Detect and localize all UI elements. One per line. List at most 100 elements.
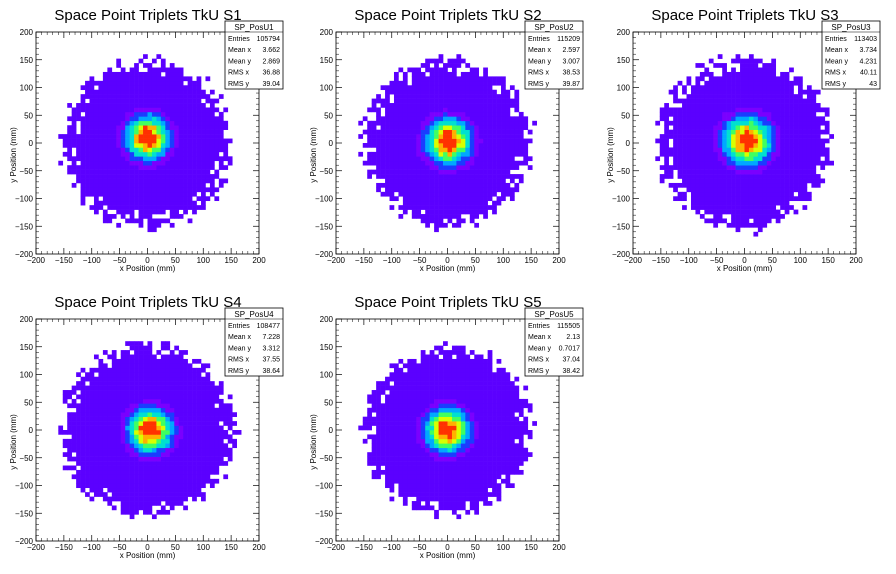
heatmap-cell: [407, 134, 413, 139]
heatmap-cell: [116, 80, 122, 86]
heatmap-cell: [134, 421, 139, 426]
heatmap-cell: [713, 151, 719, 157]
heatmap-cell: [165, 103, 171, 108]
heatmap-cell: [187, 438, 193, 444]
heatmap-cell: [178, 501, 184, 506]
heatmap-cell: [784, 205, 790, 210]
heatmap-cell: [178, 474, 184, 480]
heatmap-cell: [744, 98, 750, 104]
heatmap-cell: [682, 169, 687, 175]
heatmap-cell: [505, 129, 511, 135]
heatmap-cell: [505, 89, 511, 95]
heatmap-cell: [71, 443, 77, 449]
heatmap-cell: [726, 205, 732, 210]
stats-row-label: Mean y: [228, 58, 251, 65]
heatmap-cell: [753, 76, 759, 82]
heatmap-cell: [717, 160, 723, 166]
heatmap-cell: [514, 160, 520, 166]
heatmap-cell: [757, 129, 763, 135]
heatmap-cell: [116, 178, 122, 184]
heatmap-cell: [116, 187, 122, 193]
heatmap-cell: [196, 151, 202, 157]
heatmap-cell: [89, 187, 95, 193]
heatmap-cell: [690, 116, 696, 122]
heatmap-cell: [668, 169, 674, 175]
heatmap-cell: [443, 125, 448, 130]
heatmap-cell: [474, 138, 480, 144]
heatmap-cell: [784, 209, 790, 215]
x-tick-label: −150: [55, 543, 74, 552]
heatmap-cell: [798, 138, 803, 144]
heatmap-cell: [824, 129, 830, 135]
heatmap-cell: [125, 103, 130, 108]
heatmap-cell: [402, 165, 408, 170]
heatmap-cell: [232, 421, 237, 426]
heatmap-cell: [474, 143, 480, 148]
heatmap-cell: [80, 487, 86, 493]
heatmap-cell: [107, 376, 113, 382]
heatmap-cell: [789, 120, 794, 126]
heatmap-cell: [169, 483, 175, 489]
heatmap-cell: [483, 200, 488, 206]
heatmap-cell: [376, 98, 381, 104]
heatmap-cell: [183, 125, 188, 130]
heatmap-cell: [165, 501, 171, 506]
heatmap-cell: [129, 505, 135, 511]
heatmap-cell: [183, 474, 188, 480]
heatmap-cell: [143, 461, 148, 466]
heatmap-cell: [438, 89, 444, 95]
heatmap-cell: [143, 160, 148, 166]
heatmap-cell: [492, 165, 497, 170]
y-tick-label: 50: [621, 111, 630, 120]
heatmap-cell: [138, 416, 144, 422]
heatmap-cell: [434, 129, 439, 135]
heatmap-cell: [748, 103, 754, 108]
heatmap-cell: [102, 111, 108, 117]
heatmap-cell: [201, 169, 206, 175]
heatmap-cell: [125, 89, 130, 95]
heatmap-cell: [501, 174, 506, 179]
heatmap-cell: [178, 434, 184, 440]
heatmap-cell: [169, 452, 175, 457]
heatmap-cell: [147, 147, 153, 153]
heatmap-cell: [402, 151, 408, 157]
heatmap-cell: [187, 125, 193, 130]
heatmap-cell: [76, 156, 81, 162]
heatmap-cell: [205, 196, 211, 202]
y-tick-label: 0: [626, 139, 631, 148]
heatmap-cell: [147, 421, 153, 426]
heatmap-cell: [514, 120, 520, 126]
heatmap-cell: [469, 147, 475, 153]
heatmap-cell: [487, 85, 493, 91]
heatmap-cell: [201, 425, 206, 431]
heatmap-cell: [138, 443, 144, 449]
heatmap-cell: [501, 138, 506, 144]
heatmap-cell: [205, 385, 211, 391]
heatmap-cell: [438, 85, 444, 91]
heatmap-cell: [80, 407, 86, 413]
heatmap-cell: [169, 160, 175, 166]
heatmap-cell: [753, 94, 759, 99]
heatmap-cell: [425, 160, 430, 166]
heatmap-cell: [668, 147, 674, 153]
heatmap-cell: [111, 214, 117, 219]
heatmap-cell: [748, 85, 754, 91]
heatmap-cell: [699, 89, 705, 95]
heatmap-cell: [98, 103, 104, 108]
heatmap-cell: [438, 120, 444, 126]
heatmap-cell: [478, 205, 484, 210]
heatmap-cell: [492, 125, 497, 130]
heatmap-cell: [138, 372, 144, 378]
heatmap-cell: [129, 403, 135, 409]
heatmap-cell: [469, 129, 475, 135]
heatmap-cell: [174, 478, 180, 484]
heatmap-cell: [107, 381, 113, 386]
heatmap-cell: [138, 492, 144, 497]
heatmap-cell: [93, 487, 99, 493]
heatmap-cell: [116, 376, 122, 382]
heatmap-cell: [682, 111, 687, 117]
heatmap-cell: [726, 169, 732, 175]
heatmap-cell: [209, 452, 215, 457]
heatmap-cell: [659, 116, 665, 122]
heatmap-cell: [726, 143, 732, 148]
